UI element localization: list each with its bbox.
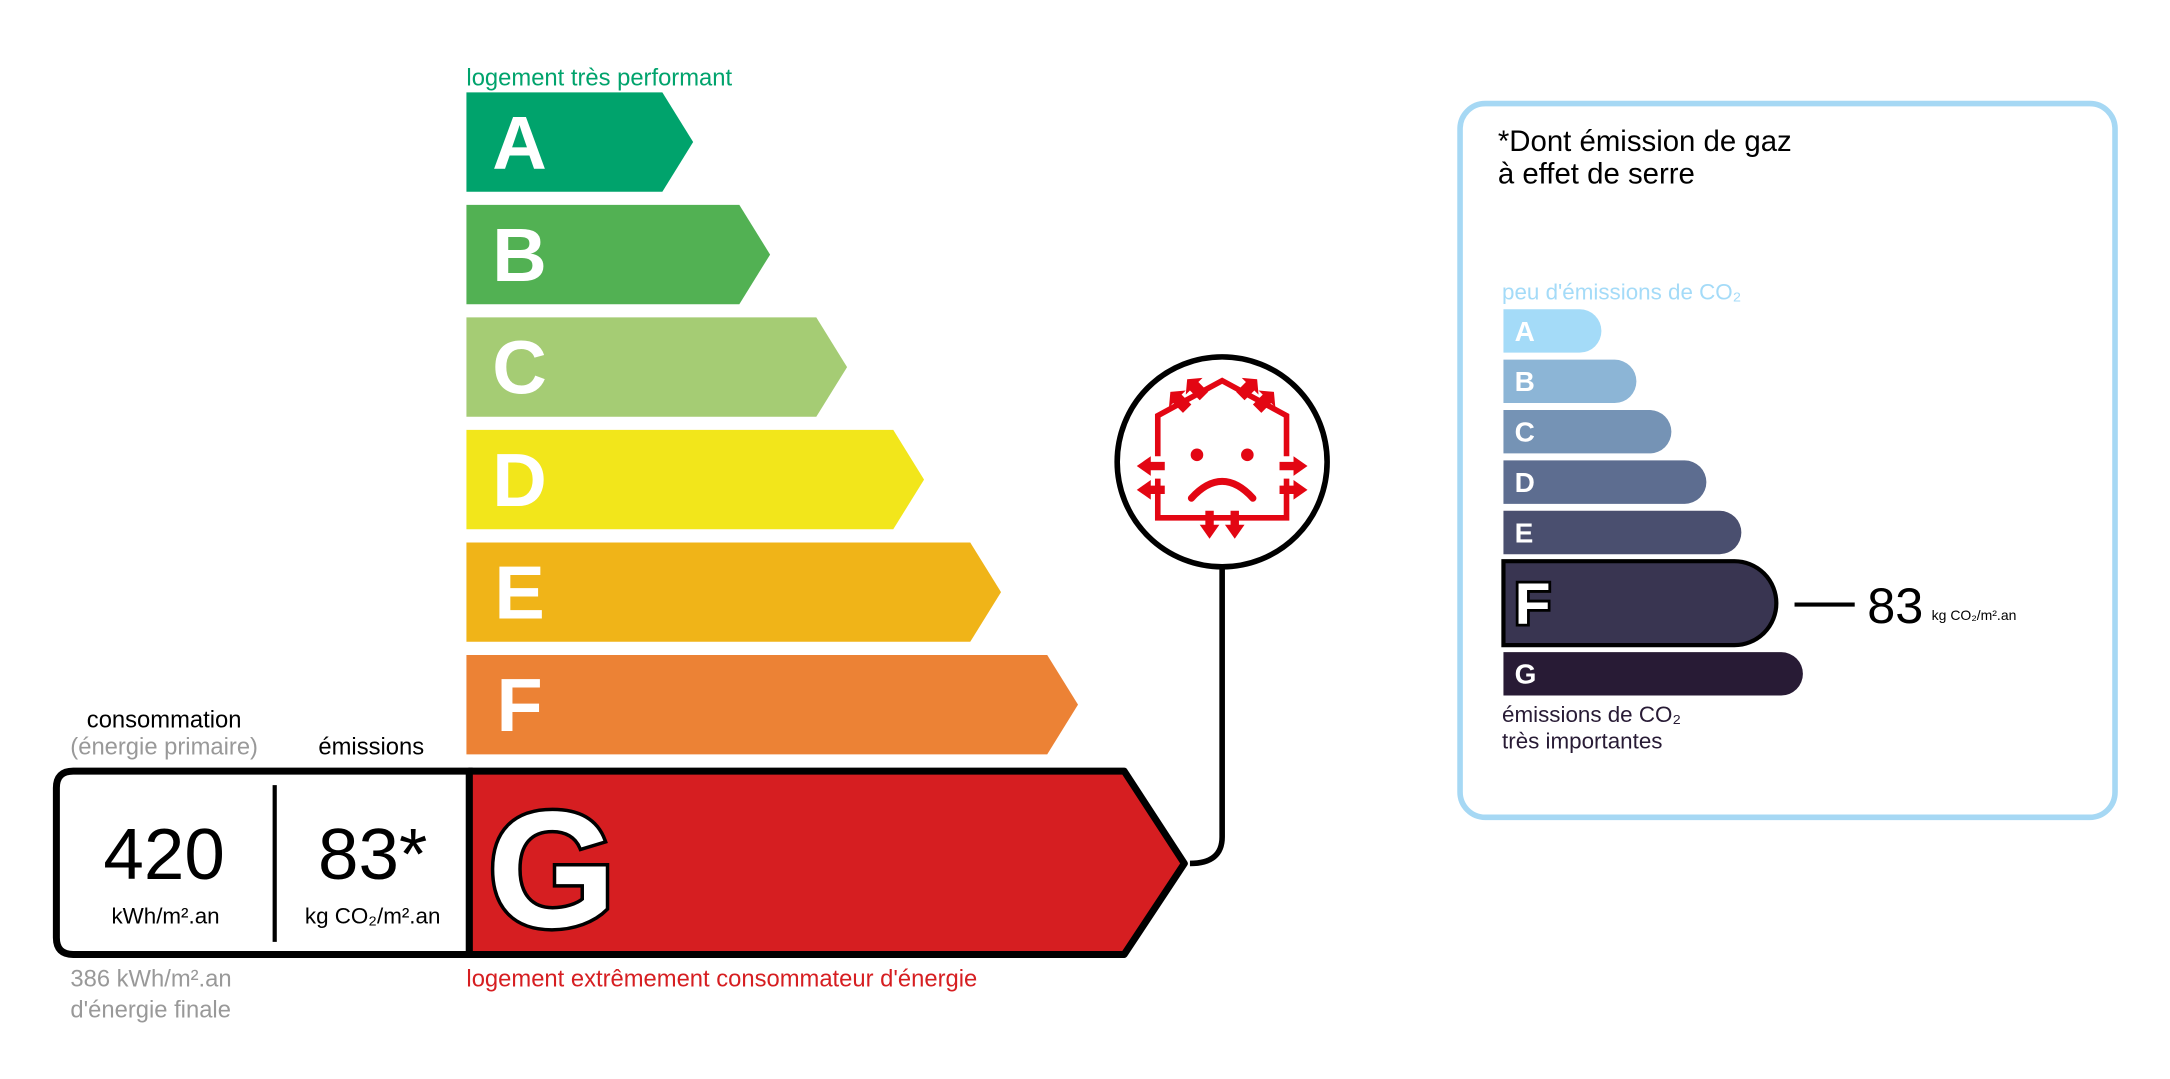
ges-bar [1503,410,1672,454]
ges-bar-letter: F [1515,572,1551,637]
energy-bar [466,429,925,530]
energy-bar [466,204,771,305]
icon-connector-line [1189,566,1225,867]
ges-bar-letter: C [1515,417,1535,448]
ges-class-f: F [1501,559,1779,648]
energy-bar-letter: C [492,327,547,411]
energy-top-label: logement très performant [466,64,732,91]
ges-bar [1503,309,1602,353]
ges-bar [1503,510,1742,555]
ges-class-d: D [1503,460,1707,504]
ges-unit: kg CO₂/m².an [1932,607,2017,623]
ges-title-line2: à effet de serre [1498,157,1695,190]
ges-top-label: peu d'émissions de CO₂ [1502,279,1741,304]
energy-class-d: D [466,429,925,530]
ges-bar-letter: E [1515,517,1534,548]
emissions-label: émissions [318,733,424,760]
ges-class-c: C [1503,410,1672,454]
ges-bar [1503,359,1637,404]
current-energy-letter: G [488,777,616,961]
ges-bar-letter: A [1515,316,1535,347]
ges-bottom-label-line1: émissions de CO₂ [1502,702,1681,727]
energy-bar-letter: E [494,552,544,636]
energy-bar [466,92,694,192]
ges-bar-letter: G [1515,659,1537,690]
energy-class-a: A [466,92,694,192]
energy-class-e: E [466,542,1002,642]
house-heat-loss-sad-face-icon [1114,354,1330,570]
energy-bar [466,317,848,417]
consumption-label: consommation [87,707,242,734]
ges-bar [1503,460,1707,504]
energy-bar-letter: B [492,214,547,298]
ges-value: 83 [1867,577,1923,634]
ges-bottom-label-line2: très importantes [1502,729,1662,754]
ges-class-a: A [1503,309,1602,353]
energy-class-f: F [466,654,1079,755]
ges-title-line1: *Dont émission de gaz [1498,125,1792,158]
energy-bottom-label: logement extrêmement consommateur d'éner… [466,966,977,993]
consumption-unit: kWh/m².an [111,904,219,929]
ges-bar [1503,652,1803,696]
energy-bar [466,654,1079,755]
energy-bar-letter: D [492,439,547,523]
ges-class-g: G [1503,652,1803,696]
consumption-value: 420 [103,814,224,895]
ges-bar-current [1501,559,1779,648]
energy-bar [466,542,1002,642]
final-energy-label: d'énergie finale [70,996,231,1023]
readout-box [52,767,473,958]
ges-bar-letter: D [1515,467,1535,498]
emissions-value: 83* [318,814,427,895]
energy-class-c: C [466,317,848,417]
ges-bar-letter: B [1515,366,1535,397]
energy-bar-letter: A [492,102,547,186]
ges-class-b: B [1503,359,1637,404]
final-energy-value: 386 kWh/m².an [70,966,231,993]
emissions-unit: kg CO₂/m².an [305,904,441,929]
energy-bar-letter: F [497,664,543,748]
consumption-sublabel: (énergie primaire) [70,733,258,760]
ges-class-e: E [1503,510,1742,555]
energy-class-b: B [466,204,771,305]
